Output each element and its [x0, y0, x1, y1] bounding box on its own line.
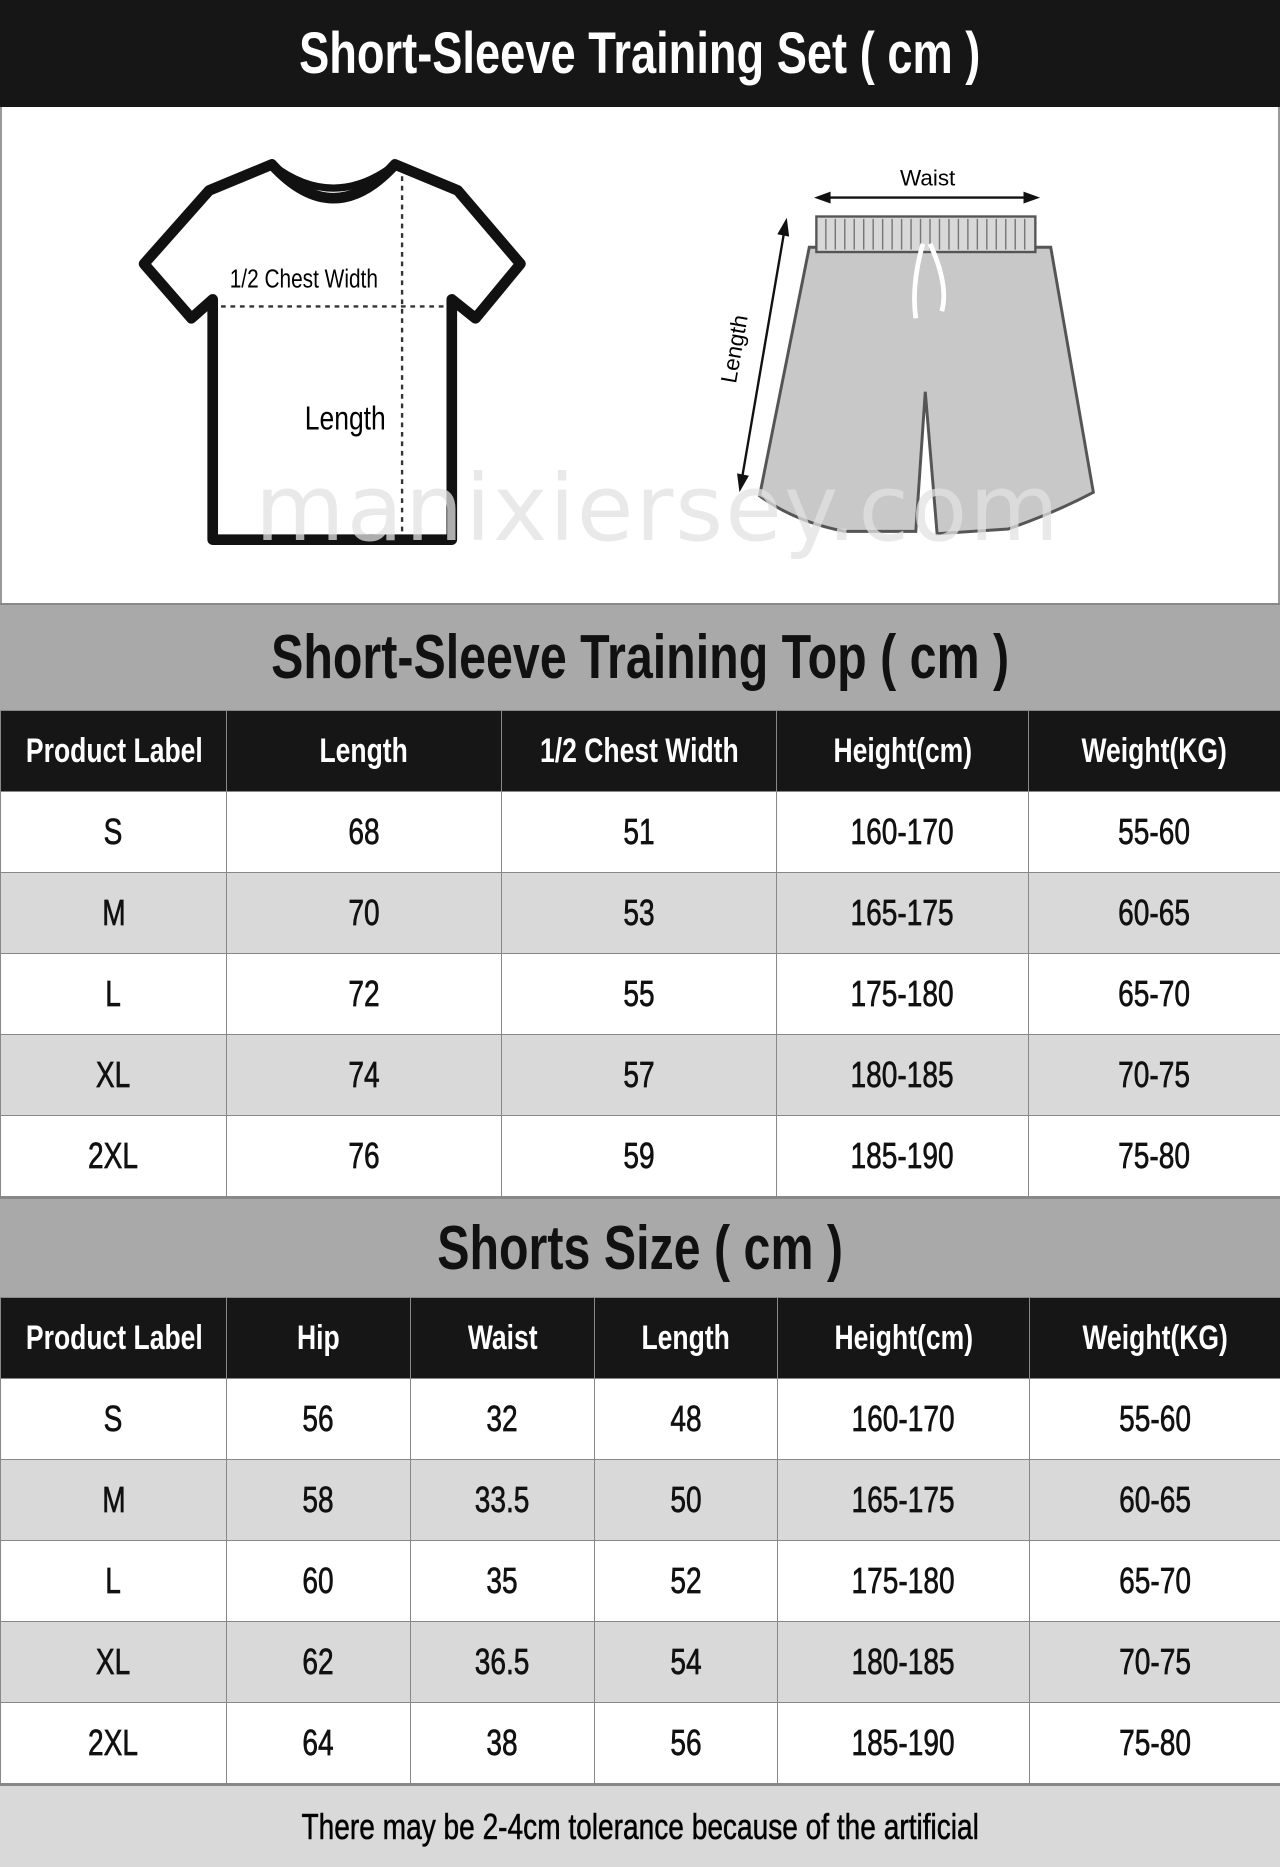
- column-header: Height(cm): [778, 1298, 1030, 1379]
- table-cell: 175-180: [778, 1541, 1030, 1622]
- table-cell: 52: [595, 1541, 778, 1622]
- table-cell: 55-60: [1030, 1379, 1280, 1460]
- shorts-size-table: Product Label Hip Waist Length Height(cm…: [0, 1297, 1280, 1784]
- table-cell: 165-175: [777, 873, 1029, 954]
- table-cell: 70-75: [1029, 1035, 1280, 1116]
- tshirt-illustration: 1/2 Chest Width Length: [144, 164, 520, 539]
- table-cell: 65-70: [1030, 1541, 1280, 1622]
- table-cell: 53: [502, 873, 777, 954]
- table-cell: 65-70: [1029, 954, 1280, 1035]
- page-title: Short-Sleeve Training Set ( cm ): [0, 0, 1280, 107]
- table-cell: 72: [227, 954, 502, 1035]
- table-cell: 70: [227, 873, 502, 954]
- table-cell: 185-190: [778, 1703, 1030, 1784]
- table-cell: 32: [411, 1379, 595, 1460]
- table-header-row: Product Label Hip Waist Length Height(cm…: [1, 1298, 1280, 1379]
- garment-diagram: 1/2 Chest Width Length Waist Length: [2, 107, 1278, 603]
- chest-width-label: 1/2 Chest Width: [230, 264, 378, 293]
- table-cell: 70-75: [1030, 1622, 1280, 1703]
- tolerance-note: There may be 2-4cm tolerance because of …: [0, 1784, 1280, 1867]
- table-cell: 75-80: [1029, 1116, 1280, 1197]
- table-header-row: Product Label Length 1/2 Chest Width Hei…: [1, 711, 1280, 792]
- table-cell: S: [1, 1379, 227, 1460]
- table-cell: 33.5: [411, 1460, 595, 1541]
- table-cell: 2XL: [1, 1703, 227, 1784]
- top-size-table: Product Label Length 1/2 Chest Width Hei…: [0, 710, 1280, 1197]
- table-cell: 180-185: [778, 1622, 1030, 1703]
- waist-label: Waist: [900, 166, 956, 191]
- table-cell: M: [1, 873, 227, 954]
- shorts-illustration: Waist Length: [716, 166, 1093, 534]
- table-cell: 75-80: [1030, 1703, 1280, 1784]
- column-header: Weight(KG): [1030, 1298, 1280, 1379]
- table-cell: XL: [1, 1622, 227, 1703]
- table-cell: 185-190: [777, 1116, 1029, 1197]
- table-cell: XL: [1, 1035, 227, 1116]
- table-cell: 50: [595, 1460, 778, 1541]
- table-cell: 165-175: [778, 1460, 1030, 1541]
- table-cell: L: [1, 1541, 227, 1622]
- column-header: Waist: [411, 1298, 595, 1379]
- table-cell: 55: [502, 954, 777, 1035]
- table-cell: 76: [227, 1116, 502, 1197]
- shorts-length-label: Length: [716, 313, 753, 385]
- table-cell: 56: [227, 1379, 411, 1460]
- table-cell: 160-170: [778, 1379, 1030, 1460]
- table-cell: L: [1, 954, 227, 1035]
- table-cell: 180-185: [777, 1035, 1029, 1116]
- table-cell: 74: [227, 1035, 502, 1116]
- table-cell: 35: [411, 1541, 595, 1622]
- table-cell: 175-180: [777, 954, 1029, 1035]
- table-cell: 160-170: [777, 792, 1029, 873]
- column-header: Length: [595, 1298, 778, 1379]
- top-table-title: Short-Sleeve Training Top ( cm ): [0, 603, 1280, 710]
- table-cell: 38: [411, 1703, 595, 1784]
- table-cell: 62: [227, 1622, 411, 1703]
- table-cell: 68: [227, 792, 502, 873]
- column-header: Product Label: [1, 1298, 227, 1379]
- table-cell: 55-60: [1029, 792, 1280, 873]
- table-cell: 60-65: [1030, 1460, 1280, 1541]
- table-cell: 36.5: [411, 1622, 595, 1703]
- table-cell: 57: [502, 1035, 777, 1116]
- column-header: Hip: [227, 1298, 411, 1379]
- table-cell: 60: [227, 1541, 411, 1622]
- table-cell: 48: [595, 1379, 778, 1460]
- shorts-table-title: Shorts Size ( cm ): [0, 1197, 1280, 1297]
- shirt-length-label: Length: [305, 401, 386, 437]
- table-cell: S: [1, 792, 227, 873]
- table-cell: 2XL: [1, 1116, 227, 1197]
- table-cell: 51: [502, 792, 777, 873]
- column-header: Length: [227, 711, 502, 792]
- column-header: Height(cm): [777, 711, 1029, 792]
- table-cell: 56: [595, 1703, 778, 1784]
- table-cell: 64: [227, 1703, 411, 1784]
- illustration-area: 1/2 Chest Width Length Waist Length: [0, 107, 1280, 603]
- column-header: 1/2 Chest Width: [502, 711, 777, 792]
- column-header: Weight(KG): [1029, 711, 1280, 792]
- table-cell: M: [1, 1460, 227, 1541]
- column-header: Product Label: [1, 711, 227, 792]
- table-cell: 58: [227, 1460, 411, 1541]
- table-cell: 59: [502, 1116, 777, 1197]
- table-cell: 60-65: [1029, 873, 1280, 954]
- table-cell: 54: [595, 1622, 778, 1703]
